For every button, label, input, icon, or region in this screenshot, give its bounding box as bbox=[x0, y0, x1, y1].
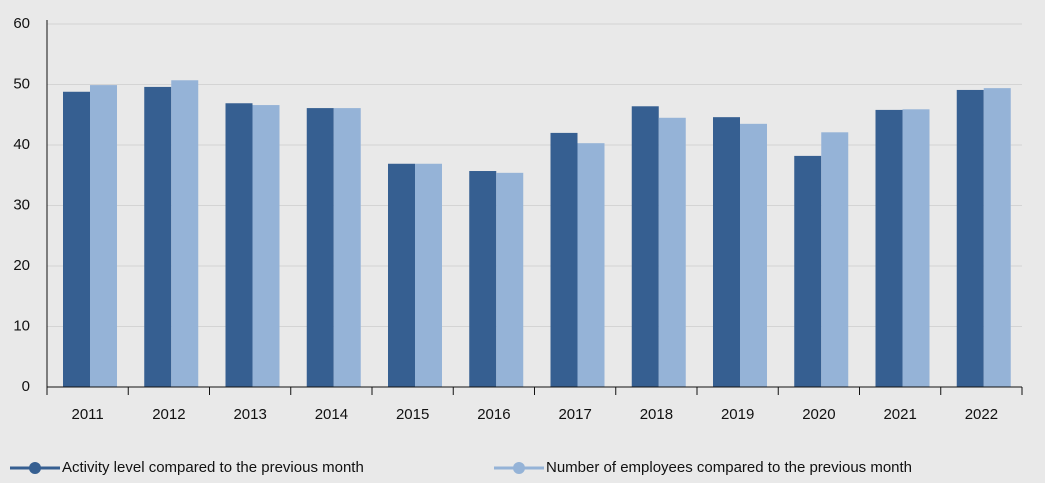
x-tick-label: 2020 bbox=[802, 406, 835, 423]
bar bbox=[90, 85, 117, 387]
bar bbox=[983, 88, 1011, 387]
x-tick-label: 2015 bbox=[396, 406, 429, 423]
x-tick-label: 2019 bbox=[721, 406, 754, 423]
x-tick-label: 2022 bbox=[965, 406, 998, 423]
bar bbox=[794, 155, 822, 387]
y-tick-label: 40 bbox=[13, 136, 30, 153]
bar bbox=[252, 105, 280, 387]
x-tick-label: 2011 bbox=[71, 406, 103, 423]
bar bbox=[740, 123, 767, 387]
y-tick-label: 0 bbox=[22, 378, 30, 395]
x-tick-label: 2012 bbox=[152, 406, 185, 423]
x-tick-label: 2018 bbox=[640, 406, 673, 423]
x-tick-label: 2016 bbox=[477, 406, 510, 423]
bar bbox=[171, 80, 199, 387]
bar bbox=[415, 163, 442, 387]
y-tick-label: 60 bbox=[13, 15, 30, 32]
legend-label: Number of employees compared to the prev… bbox=[546, 459, 912, 476]
y-tick-label: 10 bbox=[13, 317, 30, 334]
bar bbox=[496, 172, 524, 387]
y-tick-label: 30 bbox=[13, 196, 30, 213]
bar bbox=[713, 117, 740, 388]
bar bbox=[658, 117, 686, 388]
bar bbox=[821, 132, 849, 387]
bar bbox=[956, 89, 984, 387]
x-tick-label: 2017 bbox=[558, 406, 591, 423]
x-tick-label: 2014 bbox=[315, 406, 348, 423]
bar bbox=[63, 91, 90, 387]
y-tick-label: 20 bbox=[13, 257, 30, 274]
legend-label: Activity level compared to the previous … bbox=[62, 459, 364, 476]
bar bbox=[550, 132, 578, 387]
legend-marker bbox=[29, 462, 41, 474]
legend-marker bbox=[513, 462, 525, 474]
y-tick-label: 50 bbox=[13, 75, 30, 92]
bar bbox=[306, 108, 334, 387]
bar bbox=[631, 106, 659, 387]
bar bbox=[469, 171, 497, 387]
bar bbox=[333, 108, 361, 387]
bar bbox=[388, 163, 415, 387]
x-tick-label: 2013 bbox=[233, 406, 266, 423]
bar bbox=[225, 103, 253, 387]
bar bbox=[902, 109, 930, 388]
bar bbox=[577, 143, 605, 387]
bar bbox=[875, 109, 903, 387]
bar bbox=[144, 86, 172, 388]
x-tick-label: 2021 bbox=[883, 406, 916, 423]
